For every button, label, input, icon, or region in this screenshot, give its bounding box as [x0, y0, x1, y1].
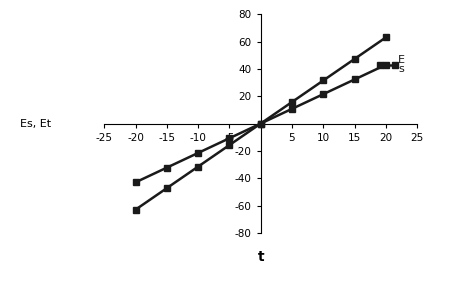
- Text: E
s: E s: [398, 55, 405, 74]
- X-axis label: t: t: [257, 250, 264, 264]
- Text: Es, Et: Es, Et: [20, 118, 51, 129]
